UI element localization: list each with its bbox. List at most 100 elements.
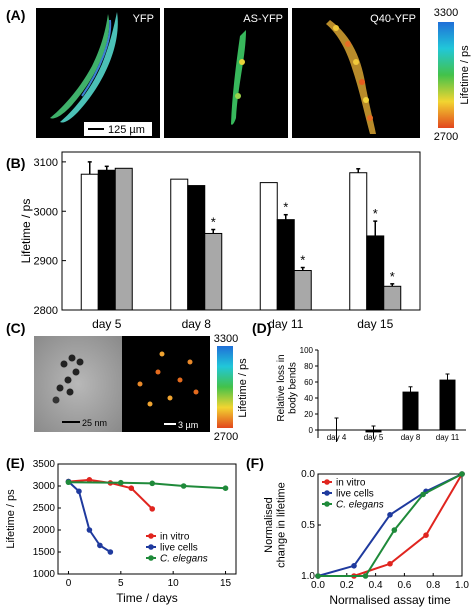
data-point (391, 527, 398, 533)
panel-a: (A) YFP 125 µm AS-YFP (6, 7, 471, 143)
y-tick-label: 2800 (34, 305, 58, 317)
bar (114, 167, 133, 311)
bar (349, 172, 368, 311)
colorbar-c: 3300 2700 Lifetime / ps (214, 333, 249, 443)
image-yfp: YFP 125 µm (36, 8, 160, 138)
plot-frame (57, 463, 237, 575)
significance-star: * (300, 253, 305, 268)
x-tick-label: 0.8 (426, 580, 440, 591)
scale-bar-label: 25 nm (82, 418, 107, 428)
x-tick-label: 0.6 (397, 580, 411, 591)
image-as-yfp: AS-YFP (164, 8, 288, 138)
image-fluorescence: 3 µm (122, 336, 210, 432)
data-point (459, 471, 465, 477)
y-axis-label: Normalisedchange in lifetime (263, 482, 288, 568)
y-axis-label: Lifetime / ps (5, 489, 17, 549)
y-axis-label-line: Relative loss in (276, 354, 287, 421)
panel-e: (E) 0 5 10 15 1000 1500 2000 2500 3000 3500 Time /… (5, 455, 237, 605)
data-point (387, 512, 393, 518)
plot-frame (61, 151, 421, 311)
legend-label: in vitro (336, 478, 366, 489)
colorbar-max: 3300 (434, 7, 458, 19)
data-point (222, 485, 229, 492)
colorbar-label: Lifetime / ps (237, 358, 249, 418)
data-point (351, 563, 357, 569)
scale-bar-label: 3 µm (178, 420, 198, 430)
y-axis-label: Relative loss inbody bends (276, 354, 299, 421)
y-tick-label: 0.5 (301, 520, 315, 531)
y-tick-label: 3000 (34, 206, 58, 218)
bar (383, 285, 402, 311)
image-label: YFP (133, 13, 154, 25)
series-line (67, 480, 111, 553)
y-axis-label-line: Normalised (263, 497, 275, 553)
legend-marker (148, 544, 154, 550)
bar (97, 169, 116, 311)
worm-shape (231, 30, 246, 125)
x-tick-label: 5 (118, 578, 124, 589)
y-tick-label: 0.0 (301, 469, 315, 480)
legend-label: C. elegans (336, 500, 384, 511)
x-tick-label: day 5 (92, 317, 122, 331)
colorbar-min: 2700 (434, 131, 458, 143)
data-point (86, 527, 93, 533)
y-tick-label: 60 (304, 378, 313, 387)
colorbar-label: Lifetime / ps (459, 45, 471, 105)
legend-marker (324, 501, 330, 507)
chart-b: 2800 2900 3000 3100 Lifetime / ps day 5 * day 8… (19, 151, 421, 331)
panel-a-letter: (A) (6, 7, 25, 23)
x-tick-label: day 5 (364, 433, 384, 442)
bar (366, 235, 385, 311)
x-tick-label: day 11 (268, 317, 303, 331)
data-point (65, 479, 72, 486)
x-tick-label: day 8 (182, 317, 212, 331)
bar (204, 232, 223, 311)
y-tick-label: 0 (309, 426, 314, 435)
bar (293, 270, 312, 311)
legend-marker (324, 490, 330, 496)
data-point (118, 479, 124, 486)
bar (439, 379, 456, 430)
x-tick-label: 0.0 (311, 580, 325, 591)
legend-marker (324, 479, 330, 485)
data-point (387, 560, 393, 567)
scale-bar-label: 125 µm (108, 124, 145, 136)
data-point (86, 477, 93, 483)
image-label: Q40-YFP (370, 13, 416, 25)
y-axis-label-line: body bends (288, 362, 299, 414)
bar (402, 391, 419, 430)
image-tem: 25 nm (34, 336, 122, 432)
colorbar-min: 2700 (214, 431, 238, 443)
panel-e-letter: (E) (6, 455, 25, 471)
panel-b-letter: (B) (6, 155, 25, 171)
worm-shape (60, 12, 118, 123)
x-tick-label: 15 (220, 578, 232, 589)
y-tick-label: 3000 (33, 481, 56, 492)
y-axis-label-line: change in lifetime (276, 482, 288, 568)
data-point (362, 573, 369, 579)
colorbar-a: 3300 2700 Lifetime / ps (434, 7, 471, 143)
panel-f: (F) 0.0 0.2 0.4 0.6 0.8 1.00.00.51.0Normalise… (246, 455, 469, 607)
colorbar-max: 3300 (214, 333, 238, 345)
y-tick-label: 1.0 (301, 571, 315, 582)
significance-star: * (283, 200, 288, 215)
bar (259, 182, 278, 311)
y-tick-label: 2900 (34, 256, 58, 268)
legend-label: live cells (336, 489, 374, 500)
scale-bar-box (84, 122, 152, 136)
x-tick-label: 1.0 (455, 580, 469, 591)
data-point (180, 483, 187, 489)
data-point (149, 506, 156, 512)
legend-label: C. elegans (160, 554, 208, 565)
y-tick-label: 20 (304, 410, 313, 419)
x-tick-label: 0.2 (340, 580, 354, 591)
y-tick-label: 1000 (33, 569, 56, 580)
worm-shape (50, 14, 110, 119)
data-point (149, 480, 156, 487)
x-tick-label: 0.4 (369, 580, 383, 591)
x-axis-label: Time / days (116, 591, 178, 605)
y-tick-label: 2500 (33, 503, 56, 514)
